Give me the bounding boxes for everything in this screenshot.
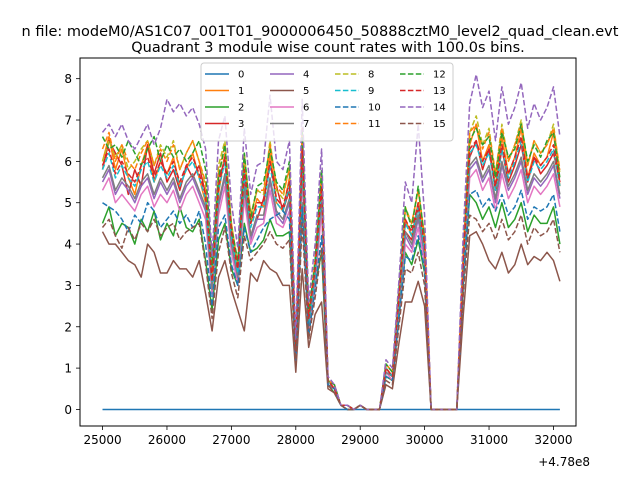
series-line-15 bbox=[101, 214, 561, 411]
series-line-7 bbox=[101, 156, 561, 411]
y-tick-label: 1 bbox=[64, 362, 72, 376]
legend-label-4: 4 bbox=[303, 70, 309, 81]
y-tick-label: 8 bbox=[64, 72, 72, 86]
series-line-13 bbox=[101, 135, 561, 411]
x-axis-offset-label: +4.78e8 bbox=[538, 455, 590, 469]
x-tick-label: 25000 bbox=[83, 433, 121, 447]
legend-box bbox=[200, 62, 454, 142]
legend-label-14: 14 bbox=[433, 103, 446, 114]
legend-label-1: 1 bbox=[238, 86, 244, 97]
series-line-5 bbox=[101, 230, 561, 411]
legend-label-13: 13 bbox=[433, 86, 446, 97]
series-line-11 bbox=[101, 123, 561, 411]
legend-label-7: 7 bbox=[303, 119, 309, 130]
legend-label-15: 15 bbox=[433, 119, 446, 130]
legend-label-12: 12 bbox=[433, 70, 446, 81]
y-tick-label: 0 bbox=[64, 403, 72, 417]
y-tick-label: 4 bbox=[64, 238, 72, 252]
plot-area-frame bbox=[79, 57, 577, 427]
legend-label-11: 11 bbox=[368, 119, 381, 130]
figure-suptitle: n file: modeM0/AS1C07_001T01_9000006450_… bbox=[22, 24, 619, 40]
series-layer bbox=[101, 73, 561, 411]
x-tick-label: 30000 bbox=[406, 433, 444, 447]
chart-title: Quadrant 3 module wise count rates with … bbox=[131, 40, 525, 56]
legend-label-5: 5 bbox=[303, 86, 309, 97]
legend-label-2: 2 bbox=[238, 103, 244, 114]
x-tick-label: 31000 bbox=[470, 433, 508, 447]
axis-layer: 25000 26000 27000 28000 29000 30000 31000 32000… bbox=[64, 72, 572, 447]
series-line-14 bbox=[101, 73, 561, 411]
legend-label-9: 9 bbox=[368, 86, 374, 97]
y-tick-label: 2 bbox=[64, 320, 72, 334]
legend-label-8: 8 bbox=[368, 70, 374, 81]
x-tick-label: 28000 bbox=[277, 433, 315, 447]
y-tick-label: 7 bbox=[64, 114, 72, 128]
x-tick-label: 32000 bbox=[534, 433, 572, 447]
series-line-10 bbox=[102, 189, 561, 411]
x-tick-label: 29000 bbox=[341, 433, 379, 447]
x-tick-label: 26000 bbox=[148, 433, 186, 447]
y-tick-label: 5 bbox=[64, 196, 72, 210]
legend-label-3: 3 bbox=[238, 119, 244, 130]
y-tick-label: 6 bbox=[64, 155, 72, 169]
series-line-12 bbox=[101, 123, 561, 411]
x-tick-label: 27000 bbox=[212, 433, 250, 447]
legend-label-6: 6 bbox=[303, 103, 309, 114]
legend-label-0: 0 bbox=[238, 70, 244, 81]
legend-label-10: 10 bbox=[368, 103, 381, 114]
y-tick-label: 3 bbox=[64, 279, 72, 293]
